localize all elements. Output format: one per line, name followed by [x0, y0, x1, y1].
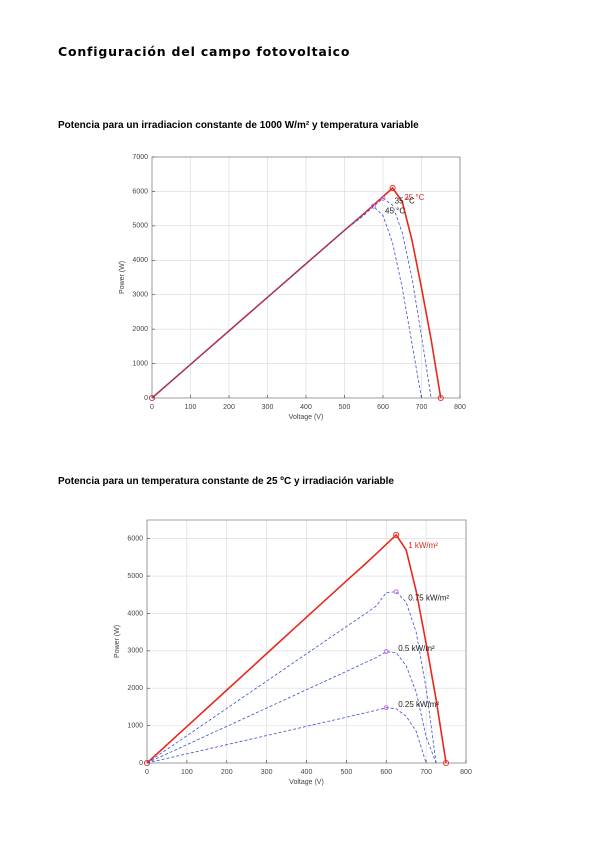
point-marker	[383, 649, 389, 655]
point-marker	[393, 531, 400, 539]
chart: 0 100 200 300 400 500 600 700 800 0 1000 2000 3000 40…	[119, 154, 466, 421]
x-tick-label: 600	[380, 769, 392, 776]
series-label: 0.75 kW/m²	[408, 593, 449, 602]
x-tick-label: 200	[221, 769, 233, 776]
x-tick-label: 100	[185, 404, 197, 411]
series-line	[151, 197, 432, 399]
x-tick-label: 100	[181, 769, 193, 776]
point-marker	[437, 394, 444, 402]
page-heading: Configuración del campo fotovoltaico	[58, 44, 351, 59]
series-label: 35 °C	[395, 196, 415, 205]
point-marker	[383, 705, 389, 711]
series-label: 25 °C	[404, 193, 424, 202]
series-label: 45 °C	[385, 207, 405, 216]
point-marker	[389, 184, 396, 192]
y-tick-label: 0	[144, 395, 148, 402]
y-tick-label: 3000	[132, 292, 148, 299]
plot-frame	[146, 519, 467, 764]
x-tick-label: 800	[454, 404, 466, 411]
series-line	[146, 591, 437, 764]
y-tick-label: 6000	[132, 188, 148, 195]
x-tick-label: 400	[301, 769, 313, 776]
series-label: 1 kW/m²	[408, 541, 438, 550]
y-tick-label: 0	[139, 760, 143, 767]
x-tick-label: 0	[145, 769, 149, 776]
series-line	[146, 651, 437, 764]
series-line	[146, 533, 447, 764]
y-tick-label: 5000	[127, 573, 143, 580]
chart-caption: Potencia para un irradiacion constante d…	[58, 120, 419, 131]
y-tick-label: 6000	[127, 536, 143, 543]
point-marker	[148, 394, 156, 402]
point-marker	[443, 759, 450, 767]
x-tick-label: 200	[223, 404, 235, 411]
series-line	[151, 205, 422, 399]
point-marker	[370, 203, 376, 209]
y-tick-label: 4000	[132, 257, 148, 264]
y-tick-label: 1000	[132, 360, 148, 367]
point-marker	[393, 589, 399, 595]
y-tick-label: 5000	[132, 223, 148, 230]
series-line	[146, 707, 427, 764]
x-tick-label: 800	[460, 769, 472, 776]
plot-frame	[151, 156, 461, 399]
y-axis-label: Power (W)	[114, 625, 121, 658]
y-tick-label: 3000	[127, 648, 143, 655]
y-axis-label: Power (W)	[119, 261, 126, 294]
chart: 0 100 200 300 400 500 600 700 800 0 1000 2000 3000 40…	[114, 519, 472, 786]
x-tick-label: 300	[261, 769, 273, 776]
x-tick-label: 400	[300, 404, 312, 411]
series-label: 0.25 kW/m²	[398, 700, 439, 709]
x-tick-label: 700	[420, 769, 432, 776]
y-tick-label: 2000	[132, 326, 148, 333]
x-tick-label: 0	[150, 404, 154, 411]
point-marker	[380, 195, 386, 201]
x-tick-label: 300	[262, 404, 274, 411]
y-tick-label: 4000	[127, 610, 143, 617]
series-label: 0.5 kW/m²	[398, 644, 435, 653]
x-tick-label: 500	[339, 404, 351, 411]
y-tick-label: 1000	[127, 722, 143, 729]
chart-caption: Potencia para un temperatura constante d…	[58, 476, 394, 487]
x-axis-label: Voltage (V)	[289, 779, 324, 786]
point-marker	[143, 759, 151, 767]
x-tick-label: 600	[377, 404, 389, 411]
x-tick-label: 500	[341, 769, 353, 776]
x-axis-label: Voltage (V)	[289, 414, 324, 421]
y-tick-label: 7000	[132, 154, 148, 161]
series-line	[151, 186, 442, 399]
x-tick-label: 700	[416, 404, 428, 411]
y-tick-label: 2000	[127, 685, 143, 692]
